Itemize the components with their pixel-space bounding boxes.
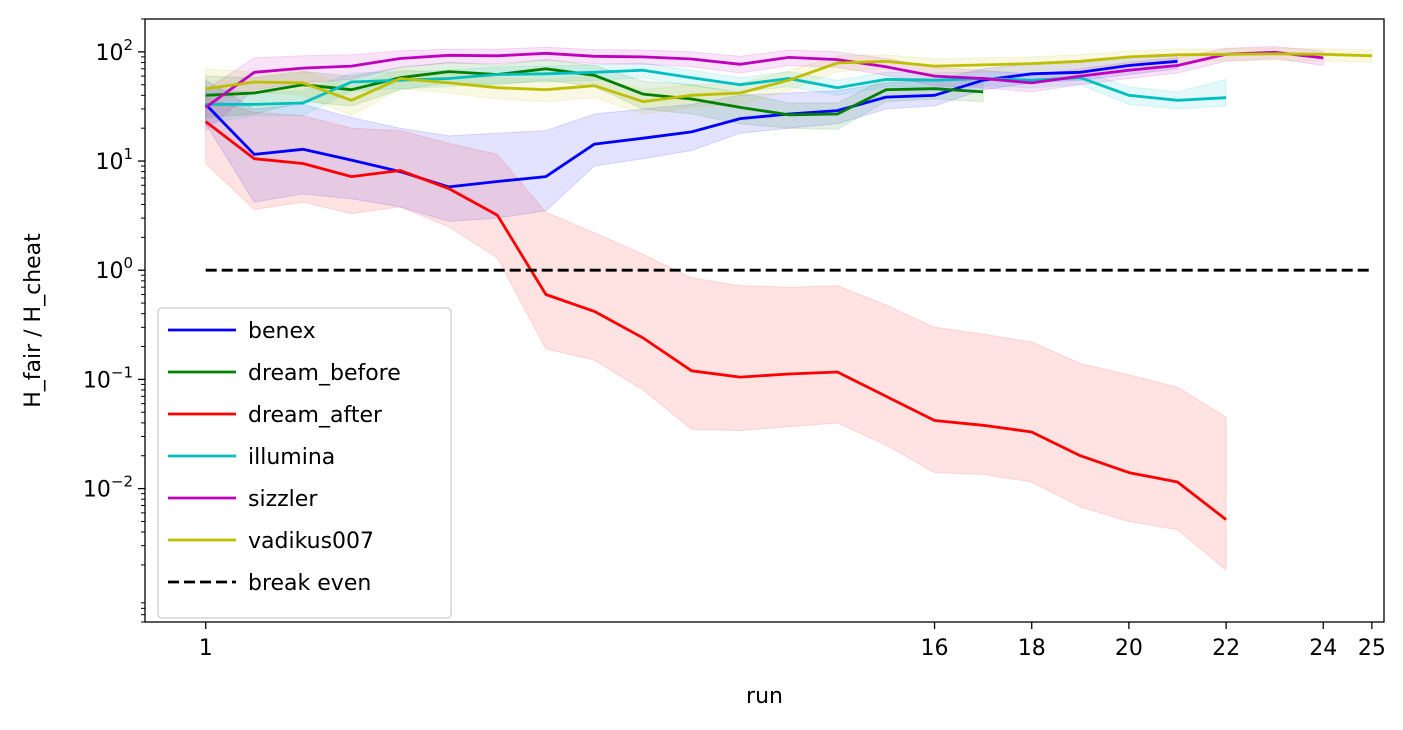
y-tick-label: 100 [95,254,133,284]
y-axis-label: H_fair / H_cheat [21,233,46,408]
y-tick-label: 10−1 [83,363,133,393]
x-axis-label: run [746,684,783,709]
series-lines [204,50,1372,521]
x-axis: 1 16 18 20 22 24 25 [199,622,1386,661]
y-tick-label: 10−2 [83,473,133,503]
x-tick-label: 22 [1212,636,1240,661]
x-tick-label: 16 [921,636,949,661]
legend-label-benex: benex [248,319,316,344]
legend-label-vadikus007: vadikus007 [248,529,374,554]
y-tick-label: 101 [95,145,133,175]
band-dream-after [205,97,1227,571]
x-tick-label: 1 [199,636,213,661]
legend-label-illumina: illumina [248,445,335,470]
legend: benex dream_before dream_after illumina sizz… [157,307,452,619]
legend-label-sizzler: sizzler [248,487,318,512]
y-tick-label: 102 [95,36,133,66]
series-line-benex [204,59,1178,189]
legend-label-break-even: break even [248,571,371,596]
series-line-dream-after [204,120,1227,521]
series-line-vadikus007 [205,52,1372,103]
x-tick-label: 24 [1309,636,1337,661]
plot-frame [144,18,1385,623]
legend-label-dream-after: dream_after [248,403,383,428]
y-axis: 10−2 10−1 100 101 102 [83,18,145,623]
x-tick-label: 25 [1358,636,1386,661]
series-line-sizzler [204,50,1324,109]
x-tick-label: 20 [1115,636,1143,661]
legend-label-dream-before: dream_before [248,361,401,386]
x-tick-label: 18 [1018,636,1046,661]
